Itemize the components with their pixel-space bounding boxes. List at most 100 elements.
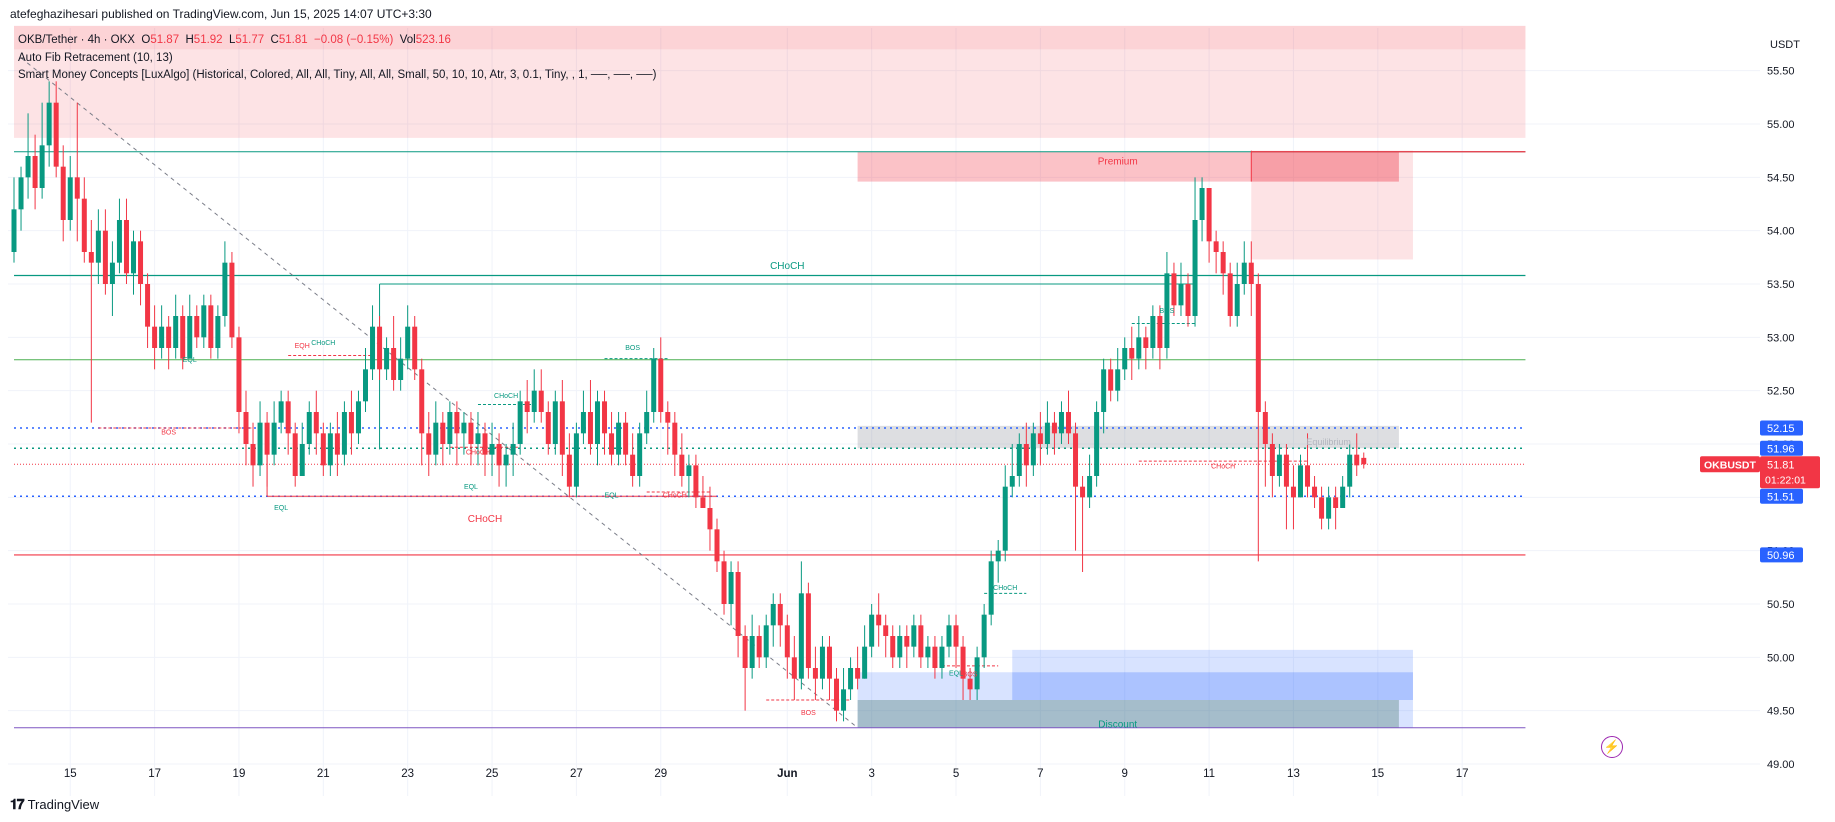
candle-body — [1283, 454, 1289, 487]
close-label: C — [270, 34, 279, 46]
price-tick: 53.50 — [1767, 279, 1795, 291]
candle-body — [11, 209, 17, 252]
candle-body — [580, 412, 586, 434]
candle-body — [187, 316, 193, 359]
candle-body — [566, 454, 572, 487]
candle-body — [637, 433, 643, 476]
candle-body — [925, 646, 931, 658]
candle-body — [1354, 454, 1360, 466]
candle-body — [672, 422, 678, 455]
price-tick: 49.00 — [1767, 759, 1795, 771]
candle-body — [1058, 412, 1064, 434]
candle-body — [1157, 316, 1163, 348]
time-tick: 11 — [1203, 768, 1215, 780]
candle-body — [74, 177, 80, 199]
candle-body — [229, 262, 235, 338]
candle-body — [377, 326, 383, 370]
candle-body — [784, 625, 790, 658]
candle-body — [967, 678, 973, 690]
candle-body — [1347, 454, 1353, 487]
price-tick: 53.00 — [1767, 332, 1795, 344]
candle-body — [1002, 486, 1008, 551]
price-tag-bg — [1760, 420, 1803, 436]
candle-body — [25, 156, 31, 178]
candle-body — [791, 657, 797, 679]
high-label: H — [185, 34, 194, 46]
price-tick: 49.50 — [1767, 706, 1795, 718]
candle-body — [348, 412, 354, 434]
candle-body — [602, 401, 608, 434]
candle-body — [447, 412, 453, 444]
candle-body — [1185, 284, 1191, 316]
candle-body — [904, 636, 910, 647]
smc-label: BOS — [963, 672, 978, 679]
candle-body — [658, 358, 664, 412]
symbol-title[interactable]: OKB/Tether · 4h · OKX — [18, 34, 135, 46]
candle-body — [503, 454, 509, 466]
lightning-icon[interactable]: ⚡ — [1601, 736, 1623, 758]
candle-body — [194, 316, 200, 338]
candle-body — [616, 422, 622, 455]
price-tick: 52.50 — [1767, 386, 1795, 398]
candle-body — [215, 316, 221, 348]
candle-body — [1220, 252, 1226, 274]
smc-label: EQL — [274, 505, 288, 512]
smc-label: EQL — [949, 670, 963, 677]
candle-body — [398, 358, 404, 380]
candle-body — [770, 604, 776, 626]
candle-body — [897, 636, 903, 658]
candle-body — [1115, 369, 1121, 391]
candle-body — [419, 369, 425, 434]
candle-body — [468, 422, 474, 444]
candle-body — [826, 646, 832, 679]
candle-body — [109, 262, 115, 284]
candle-body — [1361, 457, 1367, 465]
candle-body — [1276, 454, 1282, 476]
smc-zone — [14, 25, 1526, 50]
candle-body — [18, 177, 24, 210]
high-value: 51.92 — [193, 34, 223, 46]
candle-body — [384, 348, 390, 370]
candle-body — [208, 305, 214, 348]
candle-body — [1297, 465, 1303, 498]
footer-brand[interactable]: 𝟏𝟕 TradingView — [10, 796, 99, 813]
candle-body — [278, 401, 284, 423]
candle-body — [116, 220, 122, 263]
candle-body — [1319, 497, 1325, 519]
candle-body — [67, 177, 73, 220]
candle-body — [552, 401, 558, 444]
candle-body — [531, 390, 537, 412]
candle-body — [1213, 241, 1219, 252]
smc-zone — [1251, 150, 1413, 260]
candle-body — [1066, 412, 1071, 434]
brand-text: TradingView — [27, 797, 100, 812]
candle-body — [742, 636, 748, 668]
indicator-fib[interactable]: Auto Fib Retracement (10, 13) — [18, 52, 173, 64]
candle-body — [777, 604, 783, 626]
price-tick: 55.00 — [1767, 119, 1795, 131]
candle-body — [95, 230, 101, 263]
candle-body — [1087, 476, 1093, 498]
candle-body — [1023, 444, 1029, 466]
candle-body — [848, 668, 854, 690]
candle-body — [426, 433, 432, 455]
candle-body — [651, 358, 657, 412]
candle-body — [707, 508, 713, 530]
time-tick: 9 — [1122, 768, 1128, 780]
candle-body — [538, 390, 544, 412]
candle-body — [145, 284, 151, 327]
candle-body — [841, 689, 847, 711]
indicator-smc[interactable]: Smart Money Concepts [LuxAlgo] (Historic… — [18, 69, 657, 81]
candle-body — [306, 412, 312, 444]
candle-body — [594, 401, 600, 444]
time-tick: 17 — [1456, 768, 1469, 780]
candle-body — [679, 454, 685, 476]
price-tag: 52.15 — [1767, 423, 1795, 435]
smc-label: Discount — [1098, 720, 1137, 731]
ohlc-legend[interactable]: OKB/Tether · 4h · OKX O51.87 H51.92 L51.… — [18, 34, 451, 46]
candle-body — [173, 316, 179, 348]
candle-body — [545, 412, 551, 444]
price-tick: 50.50 — [1767, 599, 1795, 611]
candle-body — [271, 422, 277, 455]
